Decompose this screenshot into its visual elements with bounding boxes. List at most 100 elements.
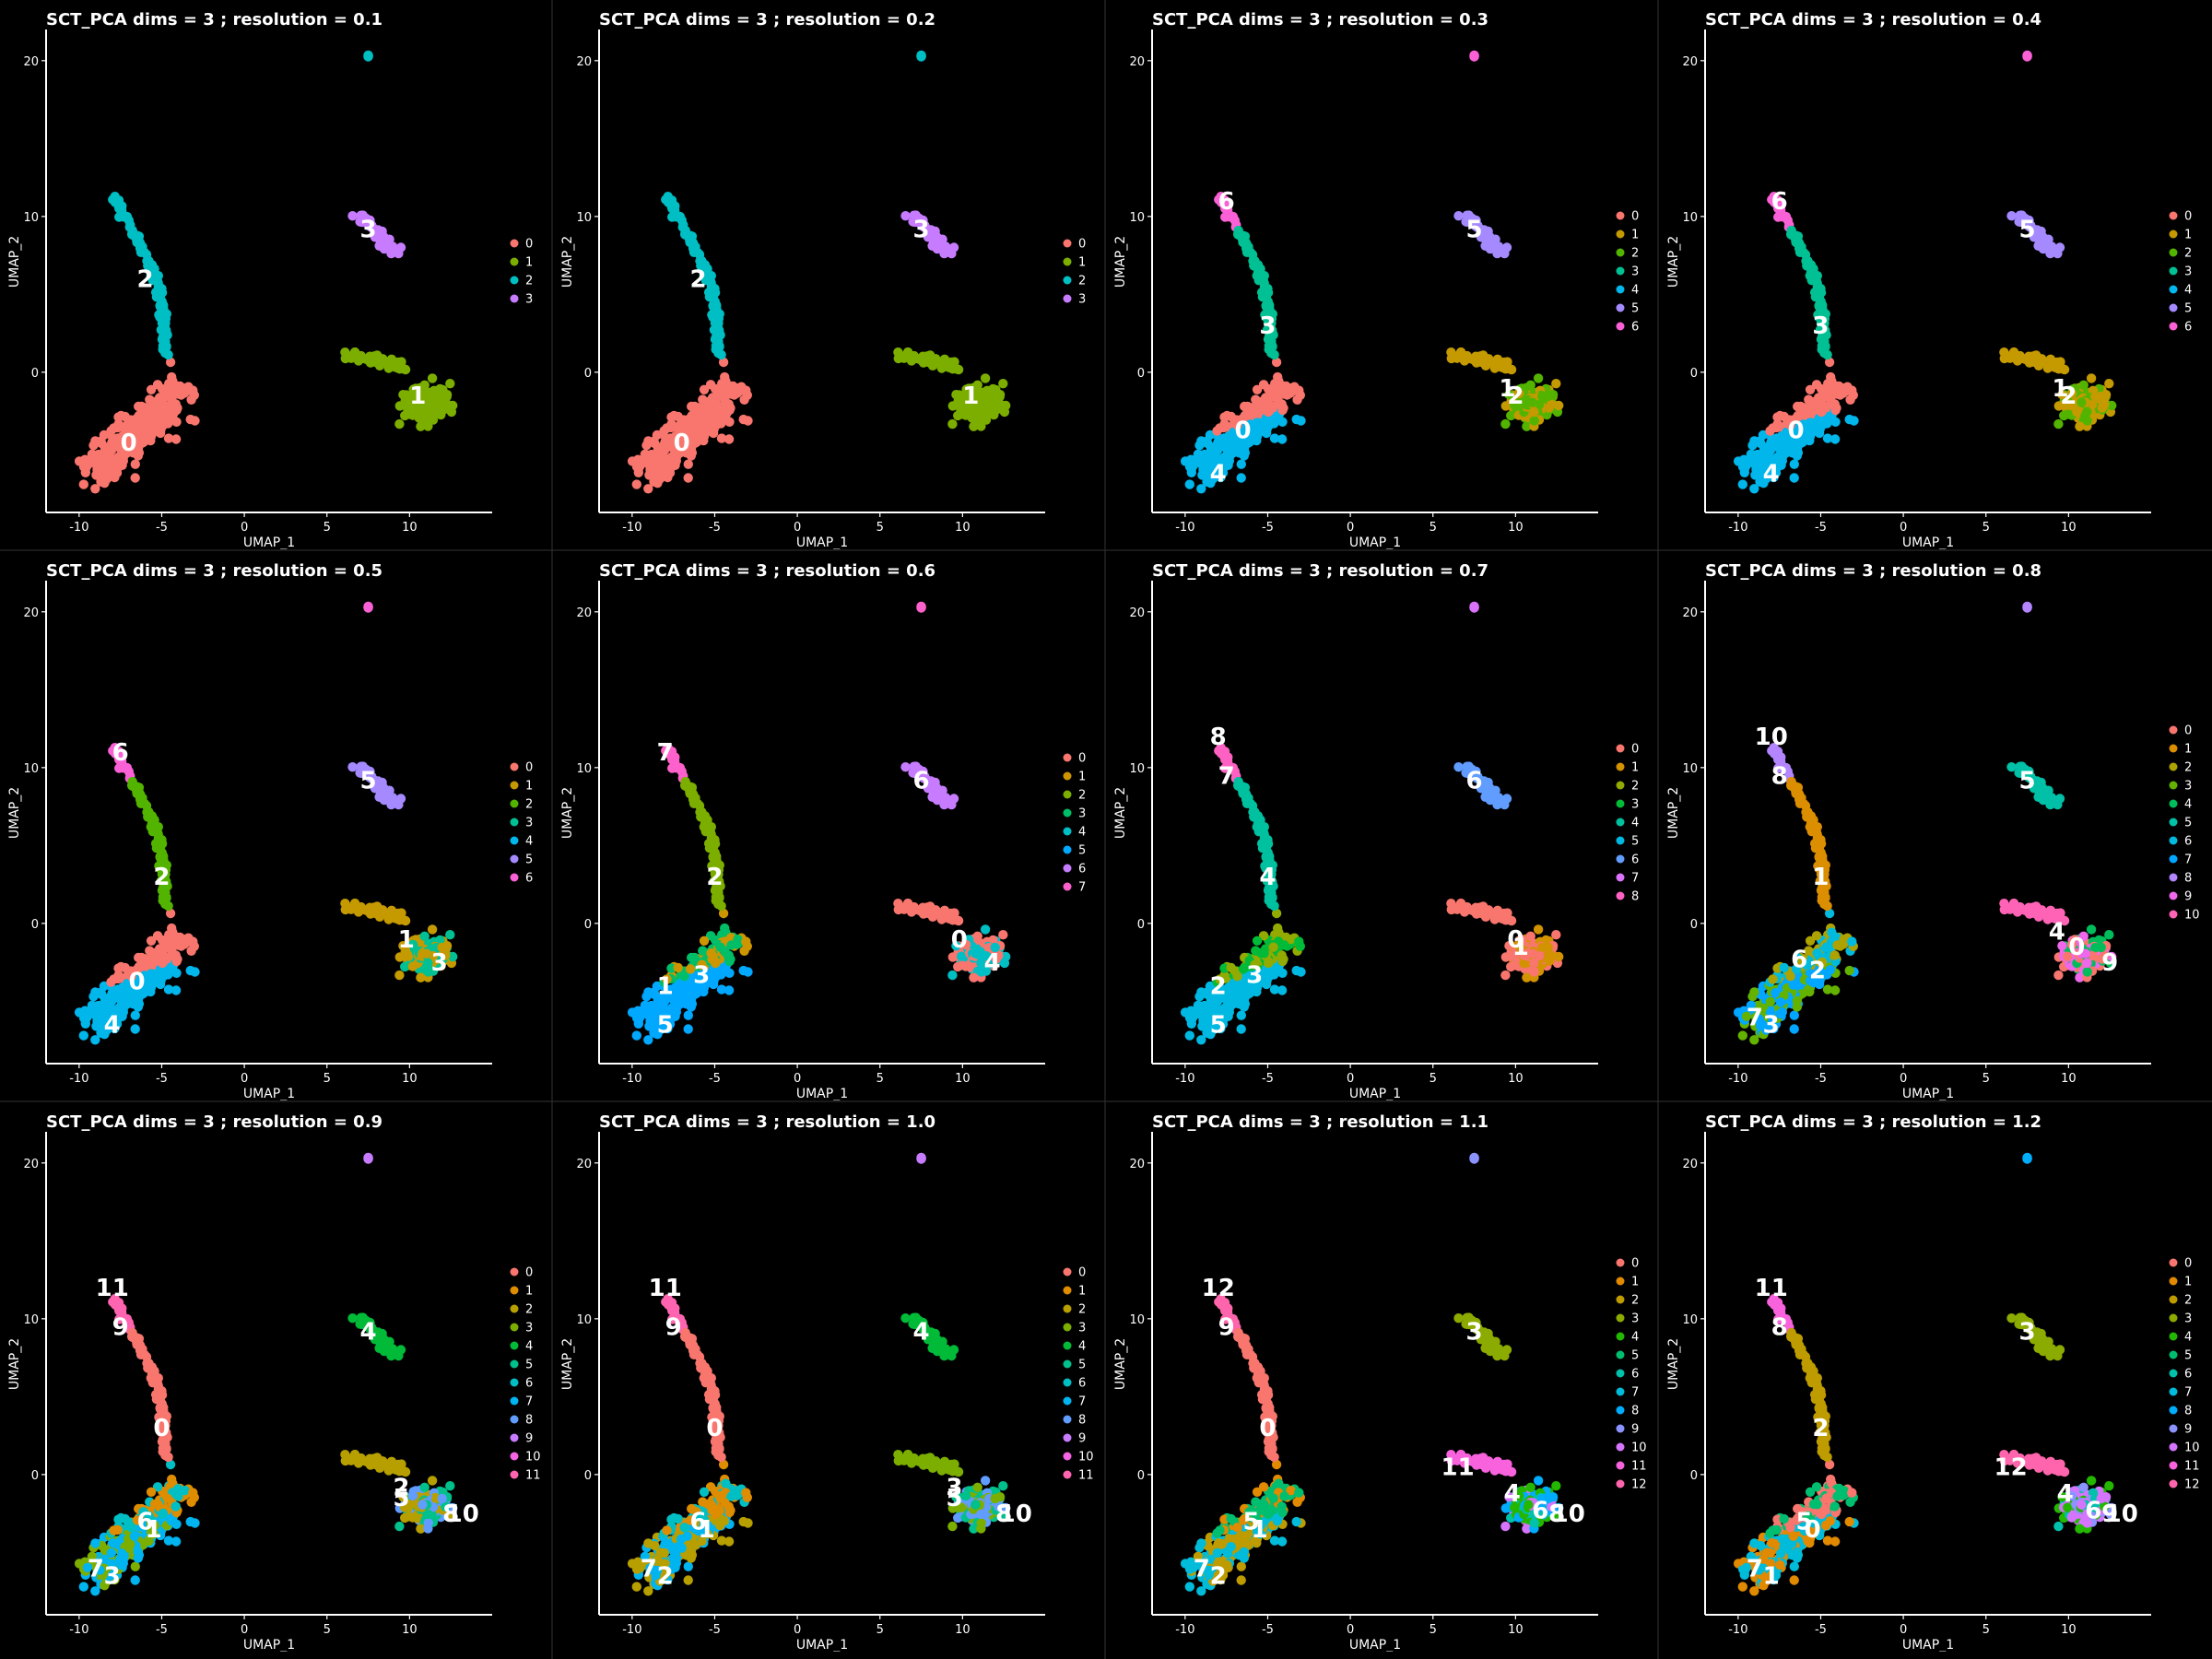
umap-chart: SCT_PCA dims = 3 ; resolution = 0.4-10 -5… [1666,10,2192,549]
umap-panel: SCT_PCA dims = 3 ; resolution = 0.6 -10 -5… [553,551,1103,1100]
scatter-point [1547,399,1557,409]
scatter-point [699,424,710,435]
scatter-point [418,948,428,959]
x-tick-label: -5 [156,1072,168,1086]
y-tick-label: 0 [1137,918,1145,932]
scatter-point [1811,380,1822,390]
scatter-point [1791,413,1802,423]
scatter-point [1269,433,1280,443]
legend-label: 3 [1078,807,1086,821]
x-tick-label: 0 [1900,521,1907,535]
legend-label: 0 [1631,743,1639,757]
scatter-point [980,924,991,935]
legend-label: 6 [2184,321,2192,335]
y-axis-label: UMAP_2 [1666,236,1681,288]
scatter-point [1253,276,1264,286]
x-tick-label: 10 [2061,521,2077,535]
scatter-point [395,242,406,253]
x-tick-label: -10 [1728,1072,1747,1086]
scatter-point [159,328,169,338]
scatter-point [1775,457,1785,468]
scatter-point [1252,975,1263,986]
x-tick-label: -10 [622,521,641,535]
scatter-point [386,247,396,258]
scatter-point [146,384,157,394]
scatter-point [1196,987,1206,997]
scatter-point [1749,436,1759,446]
scatter-point [107,456,117,466]
legend-label: 3 [1631,798,1639,812]
cluster-label: 2 [137,265,154,293]
cluster-label: 6 [1218,188,1235,216]
scatter-point [718,908,729,919]
scatter-point [1473,221,1483,232]
legend-swatch [1063,239,1072,248]
legend-swatch [1616,781,1625,790]
scatter-point [448,400,458,411]
scatter-point [1201,1014,1211,1024]
scatter-point [423,416,433,426]
scatter-point [1746,449,1757,459]
x-axis-label: UMAP_1 [243,535,295,549]
scatter-point [374,241,384,251]
cluster-label: 4 [984,949,1001,977]
legend-swatch [1616,854,1625,864]
scatter-point [1749,484,1759,494]
scatter-point [918,358,929,368]
x-tick-label: 10 [1508,1072,1524,1086]
scatter-point [445,379,455,389]
scatter-point [1279,389,1289,399]
scatter-point [710,406,721,418]
scatter-point [1269,984,1280,994]
scatter-point [1294,936,1304,947]
y-axis-label: UMAP_2 [1113,787,1128,839]
scatter-point [653,452,663,463]
scatter-point [386,798,396,809]
cluster-label: 7 [1218,762,1235,790]
legend-label: 3 [525,293,533,307]
scatter-point [1272,965,1283,975]
x-tick-label: 5 [877,521,884,535]
legend-swatch [1616,799,1625,808]
scatter-point [1781,211,1792,222]
scatter-point [185,965,195,976]
scatter-point [2053,359,2064,370]
y-tick-label: 10 [576,211,592,225]
scatter-point [1533,924,1544,935]
scatter-point [899,353,910,363]
scatter-point [710,958,721,969]
scatter-point [171,399,181,409]
scatter-point [910,904,920,915]
scatter-point [394,970,405,981]
umap-chart: SCT_PCA dims = 3 ; resolution = 0.5-10 -5… [7,561,533,1100]
scatter-point [1741,460,1752,470]
legend-swatch [1063,808,1072,818]
scatter-point [1261,852,1272,863]
cluster-label: 2 [690,265,707,293]
scatter-point [1213,1007,1223,1018]
scatter-point [132,413,143,423]
legend-swatch [1616,303,1625,312]
scatter-point [916,603,926,613]
cluster-label: 1 [409,382,426,410]
scatter-point [367,772,377,783]
scatter-point [741,936,751,947]
scatter-point [180,383,190,394]
scatter-point [1524,948,1534,959]
scatter-point [1193,1000,1204,1010]
y-tick-label: 0 [584,367,592,381]
legend-swatch [2169,266,2178,276]
legend-label: 2 [1078,275,1086,288]
scatter-point [158,895,168,906]
x-tick-label: 5 [877,1072,884,1086]
scatter-point [1291,965,1301,976]
legend-label: 1 [1078,771,1086,784]
scatter-point [1265,328,1275,338]
scatter-point [2016,353,2026,364]
scatter-point [697,408,707,418]
legend-swatch [2169,248,2178,257]
scatter-point [117,446,127,456]
y-axis-label: UMAP_2 [7,787,22,839]
cluster-label: 2 [1507,382,1524,410]
legend-label: 5 [1631,302,1639,316]
